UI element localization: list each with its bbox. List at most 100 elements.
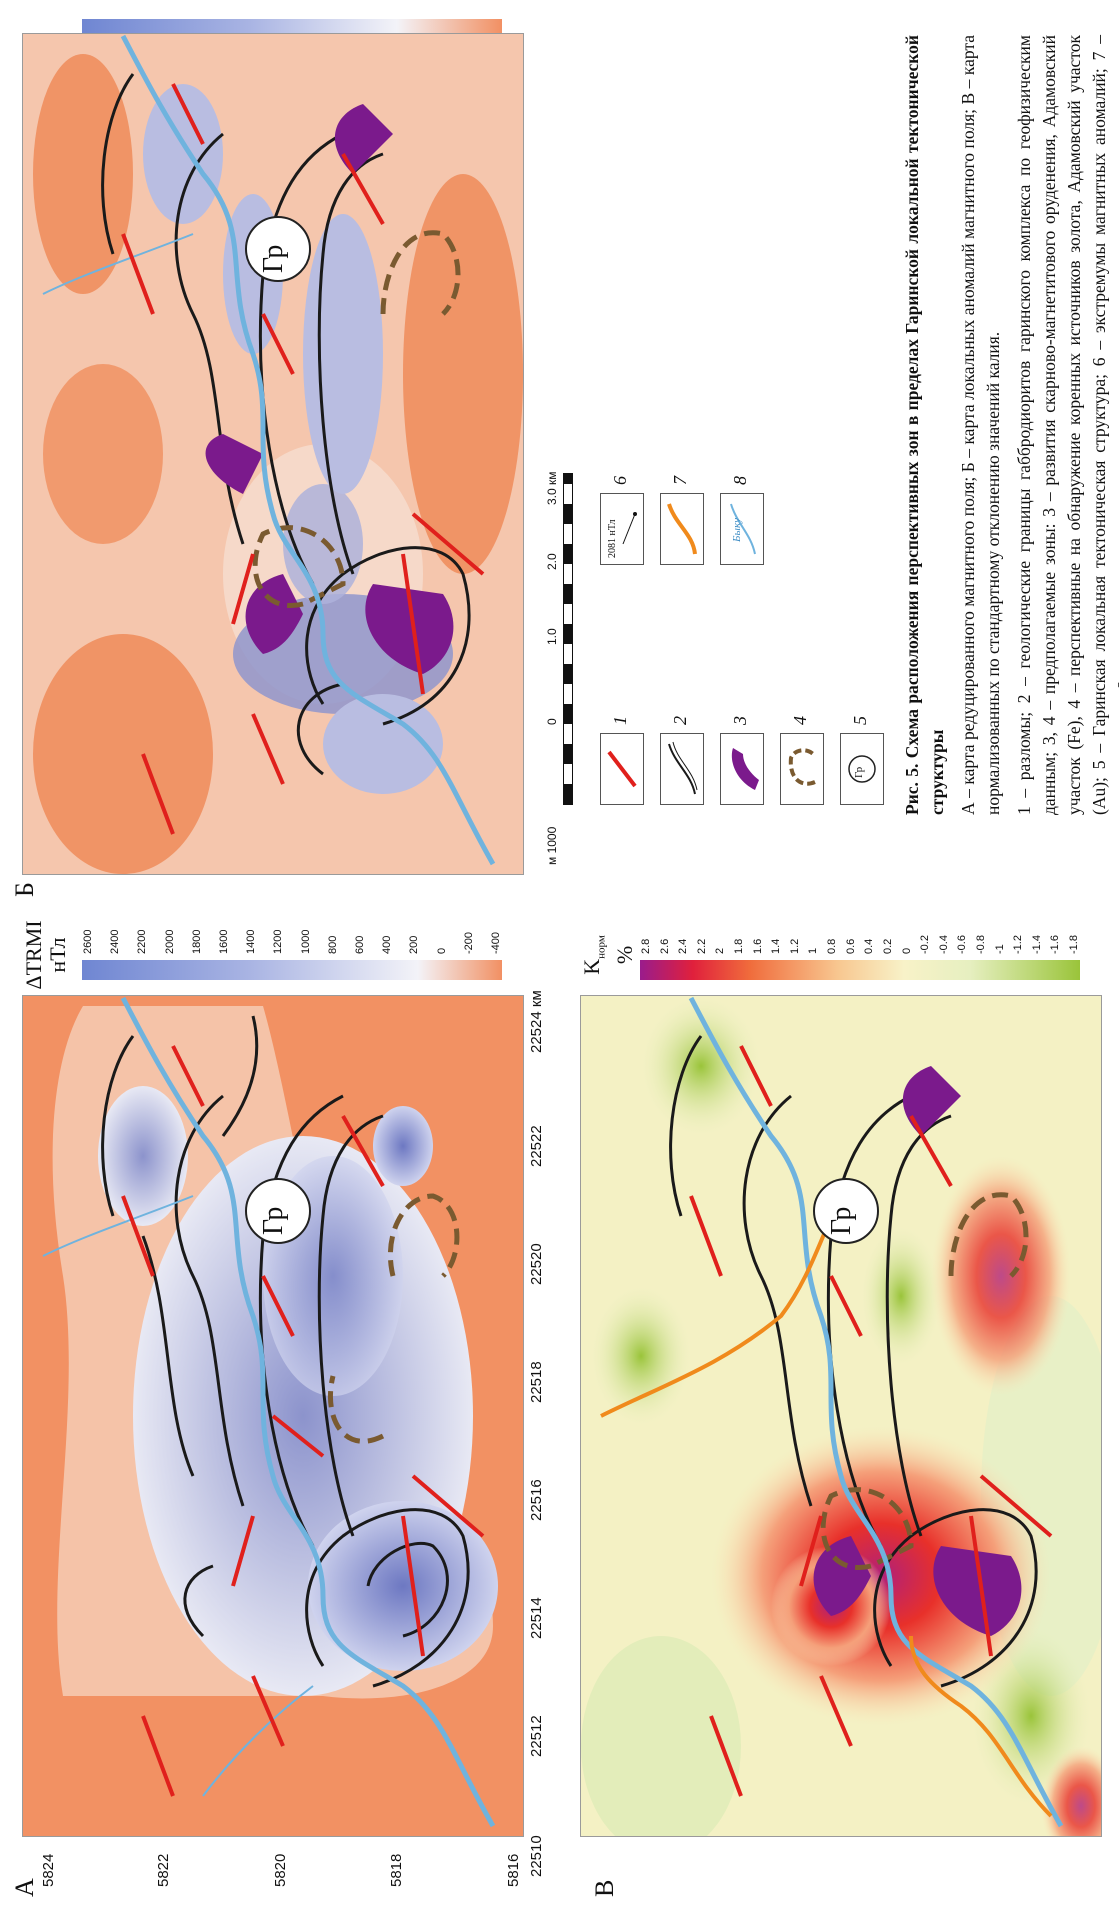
colorbar-tick: -400 xyxy=(490,931,502,954)
colorbar-tick: 2.8 xyxy=(640,938,652,954)
gr-label-a: Гр xyxy=(258,1206,289,1235)
colorbar-tick: -1.4 xyxy=(1030,935,1043,954)
map-b-svg xyxy=(23,34,523,874)
map-c-svg xyxy=(581,996,1101,1836)
map-panel-c xyxy=(580,995,1102,1837)
scalebar-bar xyxy=(563,473,573,805)
colorbar-a-ticks: 2600 2400 2200 2000 1800 1600 1400 1200 1000 800 6… xyxy=(82,920,502,954)
y-tick: 5824 xyxy=(40,1853,57,1887)
colorbar-tick: 1.6 xyxy=(751,938,764,954)
x-tick: 22510 xyxy=(528,1835,545,1877)
colorbar-tick: 1200 xyxy=(272,929,285,954)
colorbar-tick: 0.8 xyxy=(826,938,839,954)
figure-caption: Рис. 5. Схема расположения перспективных… xyxy=(900,35,1119,815)
colorbar-a: ΔTRMI нТл 2600 2400 2200 2000 1800 1600 1400 12… xyxy=(21,920,522,990)
x-tick: 22512 xyxy=(528,1715,545,1757)
colorbar-tick: 1.4 xyxy=(770,938,783,954)
legend-num: 3 xyxy=(730,716,750,725)
gr-label-b: Гр xyxy=(258,244,289,273)
colorbar-tick: 1.8 xyxy=(733,938,746,954)
caption-legend: 1 – разломы; 2 – геологические границы г… xyxy=(1014,35,1119,815)
colorbar-tick: -1.6 xyxy=(1049,935,1062,954)
scalebar-tick: 0 xyxy=(545,718,559,725)
scalebar-left-label: м 1000 xyxy=(545,826,559,865)
colorbar-tick: -0.2 xyxy=(919,935,932,954)
colorbar-tick: 2600 xyxy=(82,929,94,954)
legend-gr-text: Гр xyxy=(853,766,865,778)
colorbar-tick: 2.2 xyxy=(695,938,708,954)
colorbar-tick: 0 xyxy=(900,947,913,954)
colorbar-tick: 2400 xyxy=(109,929,122,954)
caption-title: Рис. 5. Схема расположения перспективных… xyxy=(902,35,947,815)
colorbar-tick: 200 xyxy=(408,935,421,954)
colorbar-tick: 2 xyxy=(714,947,727,954)
legend-gold-zone xyxy=(780,733,824,805)
colorbar-b-gradient xyxy=(82,19,502,33)
colorbar-c-title-k: K xyxy=(579,958,604,975)
caption-description: А – карта редуцированного магнитного пол… xyxy=(958,35,1003,815)
panel-letter-c: В xyxy=(590,1879,619,1897)
colorbar-tick: 1600 xyxy=(218,929,230,954)
colorbar-tick: 1 xyxy=(807,947,820,954)
colorbar-c: Kнорм % 2.8 2.6 2.4 2.2 2 1.8 1.6 1.4 1.2 1 0.8 0.6… xyxy=(579,920,1100,990)
legend-num: 1 xyxy=(610,716,630,725)
scalebar-tick: 1.0 xyxy=(545,628,559,645)
legend-skarn-zone xyxy=(720,733,764,805)
colorbar-a-gradient xyxy=(82,960,502,980)
colorbar-tick: -0.6 xyxy=(956,935,969,954)
x-tick: 22524 км xyxy=(528,990,545,1053)
colorbar-tick: 0 xyxy=(435,947,448,954)
colorbar-c-gradient xyxy=(640,960,1080,980)
colorbar-tick: 1000 xyxy=(299,929,312,954)
x-tick: 22522 xyxy=(528,1125,545,1167)
legend-hydro: Быку xyxy=(720,493,764,565)
map-a-svg xyxy=(23,996,523,1836)
scalebar: м 1000 0 1.0 2.0 3.0 км xyxy=(545,465,585,865)
legend-num: 5 xyxy=(850,716,870,725)
legend-extremum-text: 2081 нТл xyxy=(607,519,618,558)
legend-hydro-text: Быку xyxy=(731,518,743,542)
colorbar-c-ticks: 2.8 2.6 2.4 2.2 2 1.8 1.6 1.4 1.2 1 0.8 0.6 0.4 0.2 0-… xyxy=(640,920,1080,954)
colorbar-tick: 1400 xyxy=(245,929,258,954)
colorbar-tick: -200 xyxy=(462,931,475,954)
legend-extremum: 2081 нТл xyxy=(600,493,644,565)
legend-geologic-border xyxy=(660,733,704,805)
map-panel-b xyxy=(22,33,524,875)
colorbar-c-title: Kнорм % xyxy=(579,920,638,990)
colorbar-tick: 0.2 xyxy=(881,938,894,954)
x-tick: 22518 xyxy=(528,1361,545,1403)
legend-num: 8 xyxy=(730,476,750,485)
legend-placer xyxy=(660,493,704,565)
y-tick: 5816 xyxy=(505,1853,522,1887)
scalebar-tick: 3.0 км xyxy=(545,471,559,505)
colorbar-tick: 2.4 xyxy=(677,938,690,954)
scalebar-tick: 2.0 xyxy=(545,553,559,570)
legend-fault xyxy=(600,733,644,805)
colorbar-c-title-l1: Kнорм xyxy=(579,920,613,990)
colorbar-tick: 2000 xyxy=(163,929,176,954)
colorbar-tick: 800 xyxy=(326,935,339,954)
colorbar-tick: 600 xyxy=(354,935,366,954)
colorbar-tick: 2.6 xyxy=(658,938,671,954)
colorbar-a-title-l2: нТл xyxy=(45,937,70,973)
colorbar-b xyxy=(22,1,522,35)
colorbar-a-title-l1: ΔTRMI xyxy=(21,920,46,990)
colorbar-tick: -1.8 xyxy=(1068,935,1080,954)
legend-num: 2 xyxy=(670,716,690,725)
panel-letter-a: А xyxy=(10,1878,39,1897)
legend-gr-structure: Гр xyxy=(840,733,884,805)
legend-num: 4 xyxy=(790,716,810,725)
colorbar-tick: 2200 xyxy=(136,929,149,954)
colorbar-tick: -0.8 xyxy=(974,935,987,954)
colorbar-tick: 400 xyxy=(381,935,394,954)
colorbar-tick: -1.2 xyxy=(1012,935,1025,954)
colorbar-c-title-l2: % xyxy=(612,945,638,965)
colorbar-c-title-sub: норм xyxy=(595,935,608,959)
y-tick: 5822 xyxy=(155,1853,172,1887)
legend-num: 7 xyxy=(670,476,690,485)
colorbar-a-title: ΔTRMI нТл xyxy=(21,920,70,990)
colorbar-tick: -1 xyxy=(993,944,1006,954)
panel-letter-b: Б xyxy=(10,882,39,897)
colorbar-tick: 1800 xyxy=(190,929,203,954)
